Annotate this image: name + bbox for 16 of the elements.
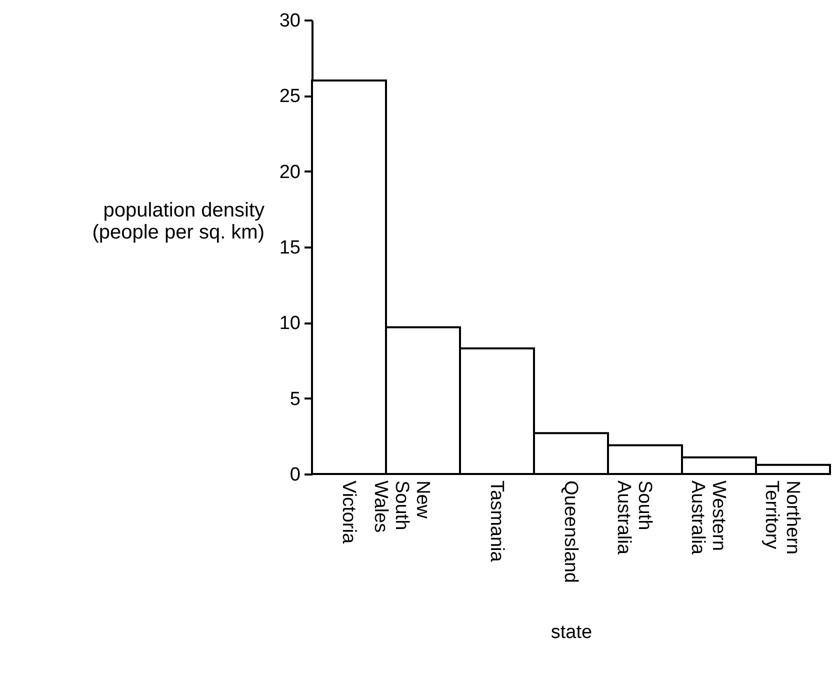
x-tick-label: South Australia — [613, 480, 655, 555]
y-tick-label: 25 — [279, 86, 300, 108]
x-tick-label: Northern Territory — [761, 480, 803, 554]
x-tick-label: Western Australia — [687, 480, 729, 555]
x-tick-label: Tasmania — [486, 480, 507, 562]
y-tick-label: 15 — [279, 238, 300, 258]
x-tick-label: New South Wales — [370, 480, 433, 533]
x-tick-label: Queensland — [560, 480, 581, 583]
y-tick-label: 10 — [279, 313, 300, 334]
x-axis-title: state — [550, 622, 592, 643]
y-tick-label: 30 — [279, 10, 300, 32]
y-tick-label: 0 — [290, 464, 300, 486]
y-axis-title: population density (people per sq. km) — [92, 200, 264, 244]
x-tick-label: Victoria — [338, 480, 359, 544]
y-tick-label: 20 — [279, 162, 300, 183]
y-tick-label: 5 — [290, 388, 300, 410]
